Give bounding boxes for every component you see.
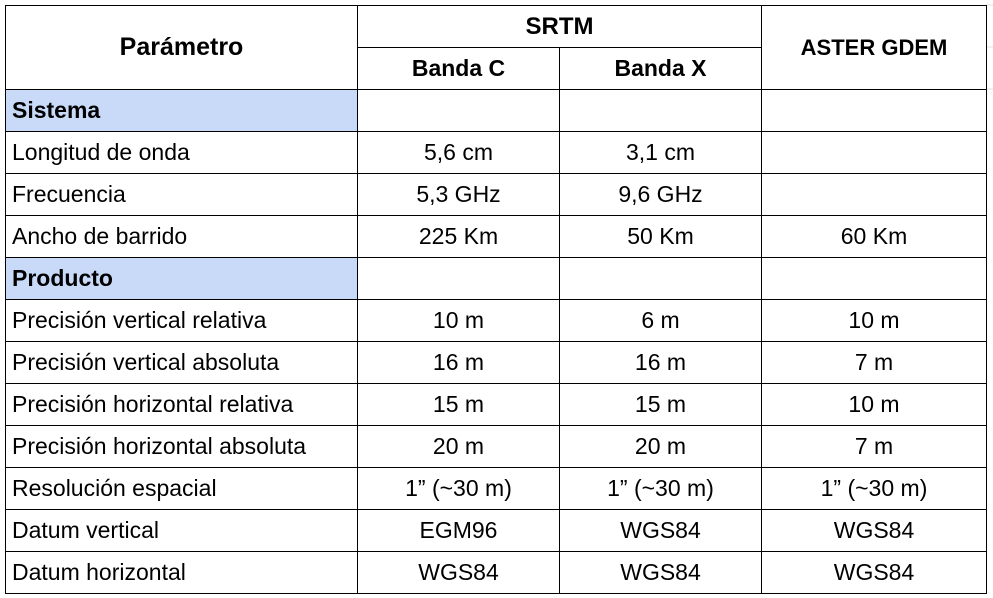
banda-c-header[interactable]: Banda C — [357, 47, 560, 90]
row-label[interactable]: Frecuencia — [5, 173, 358, 216]
banda-c-value[interactable]: 1” (~30 m) — [357, 467, 560, 510]
banda-c-value[interactable]: 15 m — [357, 383, 560, 426]
aster-value[interactable]: 7 m — [761, 425, 987, 468]
banda-x-value[interactable]: 20 m — [559, 425, 762, 468]
table-row: Longitud de onda 5,6 cm 3,1 cm — [5, 131, 987, 174]
row-label[interactable]: Datum horizontal — [5, 551, 358, 594]
table-cell[interactable] — [357, 89, 560, 132]
row-label[interactable]: Precisión vertical relativa — [5, 299, 358, 342]
row-label[interactable]: Datum vertical — [5, 509, 358, 552]
parametro-header[interactable]: Parámetro — [5, 5, 358, 90]
section-row-sistema: Sistema — [5, 89, 987, 132]
banda-x-value[interactable]: 3,1 cm — [559, 131, 762, 174]
table-cell[interactable] — [761, 257, 987, 300]
aster-gdem-header[interactable]: ASTER GDEM — [761, 5, 987, 90]
banda-x-header[interactable]: Banda X — [559, 47, 762, 90]
banda-x-value[interactable]: 9,6 GHz — [559, 173, 762, 216]
section-title-producto[interactable]: Producto — [5, 257, 358, 300]
aster-value[interactable]: 10 m — [761, 299, 987, 342]
row-label[interactable]: Precisión horizontal relativa — [5, 383, 358, 426]
aster-value[interactable]: 60 Km — [761, 215, 987, 258]
banda-c-value[interactable]: 10 m — [357, 299, 560, 342]
banda-c-value[interactable]: 225 Km — [357, 215, 560, 258]
table-row: Frecuencia 5,3 GHz 9,6 GHz — [5, 173, 987, 216]
section-row-producto: Producto — [5, 257, 987, 300]
banda-c-value[interactable]: 5,6 cm — [357, 131, 560, 174]
srtm-header[interactable]: SRTM — [357, 5, 762, 48]
row-label[interactable]: Resolución espacial — [5, 467, 358, 510]
banda-x-value[interactable]: 1” (~30 m) — [559, 467, 762, 510]
table-row: Ancho de barrido 225 Km 50 Km 60 Km — [5, 215, 987, 258]
banda-x-value[interactable]: WGS84 — [559, 509, 762, 552]
table-cell[interactable] — [357, 257, 560, 300]
table-cell[interactable] — [559, 257, 762, 300]
table-row: Datum vertical EGM96 WGS84 WGS84 — [5, 509, 987, 552]
section-title-sistema[interactable]: Sistema — [5, 89, 358, 132]
row-label[interactable]: Longitud de onda — [5, 131, 358, 174]
aster-value[interactable] — [761, 131, 987, 174]
aster-value[interactable]: 1” (~30 m) — [761, 467, 987, 510]
header-row-top: Parámetro SRTM ASTER GDEM — [5, 5, 987, 90]
aster-value[interactable] — [761, 173, 987, 216]
banda-c-value[interactable]: 5,3 GHz — [357, 173, 560, 216]
aster-value[interactable]: 10 m — [761, 383, 987, 426]
table-row: Resolución espacial 1” (~30 m) 1” (~30 m… — [5, 467, 987, 510]
table-row: Precisión horizontal absoluta 20 m 20 m … — [5, 425, 987, 468]
table-cell[interactable] — [559, 89, 762, 132]
banda-x-value[interactable]: WGS84 — [559, 551, 762, 594]
row-label[interactable]: Precisión vertical absoluta — [5, 341, 358, 384]
banda-x-value[interactable]: 6 m — [559, 299, 762, 342]
banda-x-value[interactable]: 15 m — [559, 383, 762, 426]
banda-x-value[interactable]: 16 m — [559, 341, 762, 384]
aster-value[interactable]: WGS84 — [761, 551, 987, 594]
row-label[interactable]: Precisión horizontal absoluta — [5, 425, 358, 468]
table-row: Datum horizontal WGS84 WGS84 WGS84 — [5, 551, 987, 594]
table-cell[interactable] — [761, 89, 987, 132]
table-row: Precisión vertical absoluta 16 m 16 m 7 … — [5, 341, 987, 384]
spec-comparison-table: Parámetro SRTM ASTER GDEM Banda C Banda … — [5, 5, 987, 594]
aster-value[interactable]: WGS84 — [761, 509, 987, 552]
banda-c-value[interactable]: EGM96 — [357, 509, 560, 552]
banda-c-value[interactable]: WGS84 — [357, 551, 560, 594]
table-row: Precisión horizontal relativa 15 m 15 m … — [5, 383, 987, 426]
banda-c-value[interactable]: 20 m — [357, 425, 560, 468]
banda-x-value[interactable]: 50 Km — [559, 215, 762, 258]
aster-value[interactable]: 7 m — [761, 341, 987, 384]
table-row: Precisión vertical relativa 10 m 6 m 10 … — [5, 299, 987, 342]
banda-c-value[interactable]: 16 m — [357, 341, 560, 384]
row-label[interactable]: Ancho de barrido — [5, 215, 358, 258]
